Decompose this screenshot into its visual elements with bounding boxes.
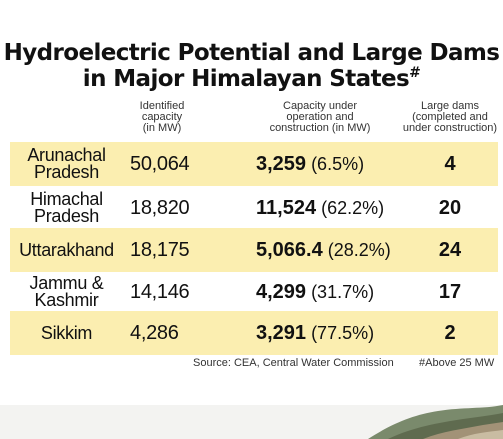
capacity-share: (31.7%) [311, 281, 375, 302]
column-header-large-dams: Large dams (completed and under construc… [400, 101, 500, 134]
state-name-line: Uttarakhand [19, 239, 114, 260]
large-dams-value: 2 [444, 321, 456, 344]
capacity-under-construction-value: 3,291 (77.5%) [256, 311, 456, 355]
capacity-under-construction-value: 5,066.4 (28.2%) [256, 228, 456, 272]
capacity-value: 3,259 [256, 152, 307, 175]
page-title: Hydroelectric Potential and Large Dams i… [0, 40, 503, 92]
state-name: Uttarakhand [10, 228, 123, 272]
state-name-line: Kashmir [34, 290, 99, 310]
identified-capacity-value: 4,286 [130, 321, 179, 344]
state-name-line: Pradesh [34, 162, 99, 182]
title-line-1: Hydroelectric Potential and Large Dams [3, 40, 500, 66]
table-row-jammu-kashmir: Jammu & Kashmir 14,146 4,299 (31.7%) 17 [10, 270, 498, 314]
state-name: Sikkim [10, 311, 123, 355]
state-name-line: Sikkim [40, 322, 93, 343]
large-dams-value: 4 [444, 152, 456, 175]
header-line: Large dams [420, 100, 480, 112]
state-name-line: Pradesh [34, 206, 99, 226]
table-row-uttarakhand: Uttarakhand 18,175 5,066.4 (28.2%) 24 [10, 228, 498, 272]
state-name-line: Jammu & [29, 273, 104, 293]
identified-capacity-value: 14,146 [130, 280, 190, 303]
title-line-2: in Major Himalayan States# [0, 66, 503, 92]
source-note: Source: CEA, Central Water Commission [193, 357, 394, 369]
state-name-line: Himachal [30, 189, 103, 209]
capacity-share: (6.5%) [311, 153, 365, 174]
identified-capacity-value: 50,064 [130, 152, 190, 175]
header-line: construction (in MW) [269, 122, 371, 134]
header-line: Identified [139, 100, 185, 112]
title-line-2-text: in Major Himalayan States [82, 66, 410, 92]
column-header-identified-capacity: Identified capacity (in MW) [122, 101, 202, 134]
identified-capacity-value: 18,820 [130, 196, 190, 219]
capacity-share: (28.2%) [327, 239, 391, 260]
large-dams-value: 24 [438, 238, 462, 261]
header-line: operation and [286, 111, 354, 123]
title-footnote-mark: # [409, 65, 421, 81]
column-header-capacity-under-construction: Capacity under operation and constructio… [254, 101, 386, 134]
table-row-himachal-pradesh: Himachal Pradesh 18,820 11,524 (62.2%) 20 [10, 186, 498, 230]
capacity-value: 11,524 [256, 196, 317, 219]
header-line: (completed and [412, 111, 488, 123]
capacity-value: 3,291 [256, 321, 307, 344]
capacity-share: (62.2%) [321, 197, 385, 218]
large-dams-value: 17 [438, 280, 462, 303]
state-name: Arunachal Pradesh [10, 142, 123, 186]
identified-capacity-value: 18,175 [130, 238, 190, 261]
header-line: (in MW) [142, 122, 182, 134]
table-row-sikkim: Sikkim 4,286 3,291 (77.5%) 2 [10, 311, 498, 355]
state-name: Himachal Pradesh [10, 186, 123, 230]
table-row-arunachal-pradesh: Arunachal Pradesh 50,064 3,259 (6.5%) 4 [10, 142, 498, 186]
large-dams-value: 20 [438, 196, 462, 219]
mountain-photo-fragment [368, 405, 503, 439]
header-line: Capacity under [283, 100, 357, 112]
capacity-value: 5,066.4 [256, 238, 323, 261]
capacity-under-construction-value: 3,259 (6.5%) [256, 142, 456, 186]
header-line: under construction) [402, 122, 498, 134]
capacity-value: 4,299 [256, 280, 307, 303]
footnote: #Above 25 MW [419, 357, 495, 369]
header-line: capacity [141, 111, 183, 123]
state-name-line: Arunachal [27, 145, 106, 165]
capacity-under-construction-value: 4,299 (31.7%) [256, 270, 456, 314]
capacity-under-construction-value: 11,524 (62.2%) [256, 186, 456, 230]
capacity-share: (77.5%) [311, 322, 375, 343]
state-name: Jammu & Kashmir [10, 270, 123, 314]
